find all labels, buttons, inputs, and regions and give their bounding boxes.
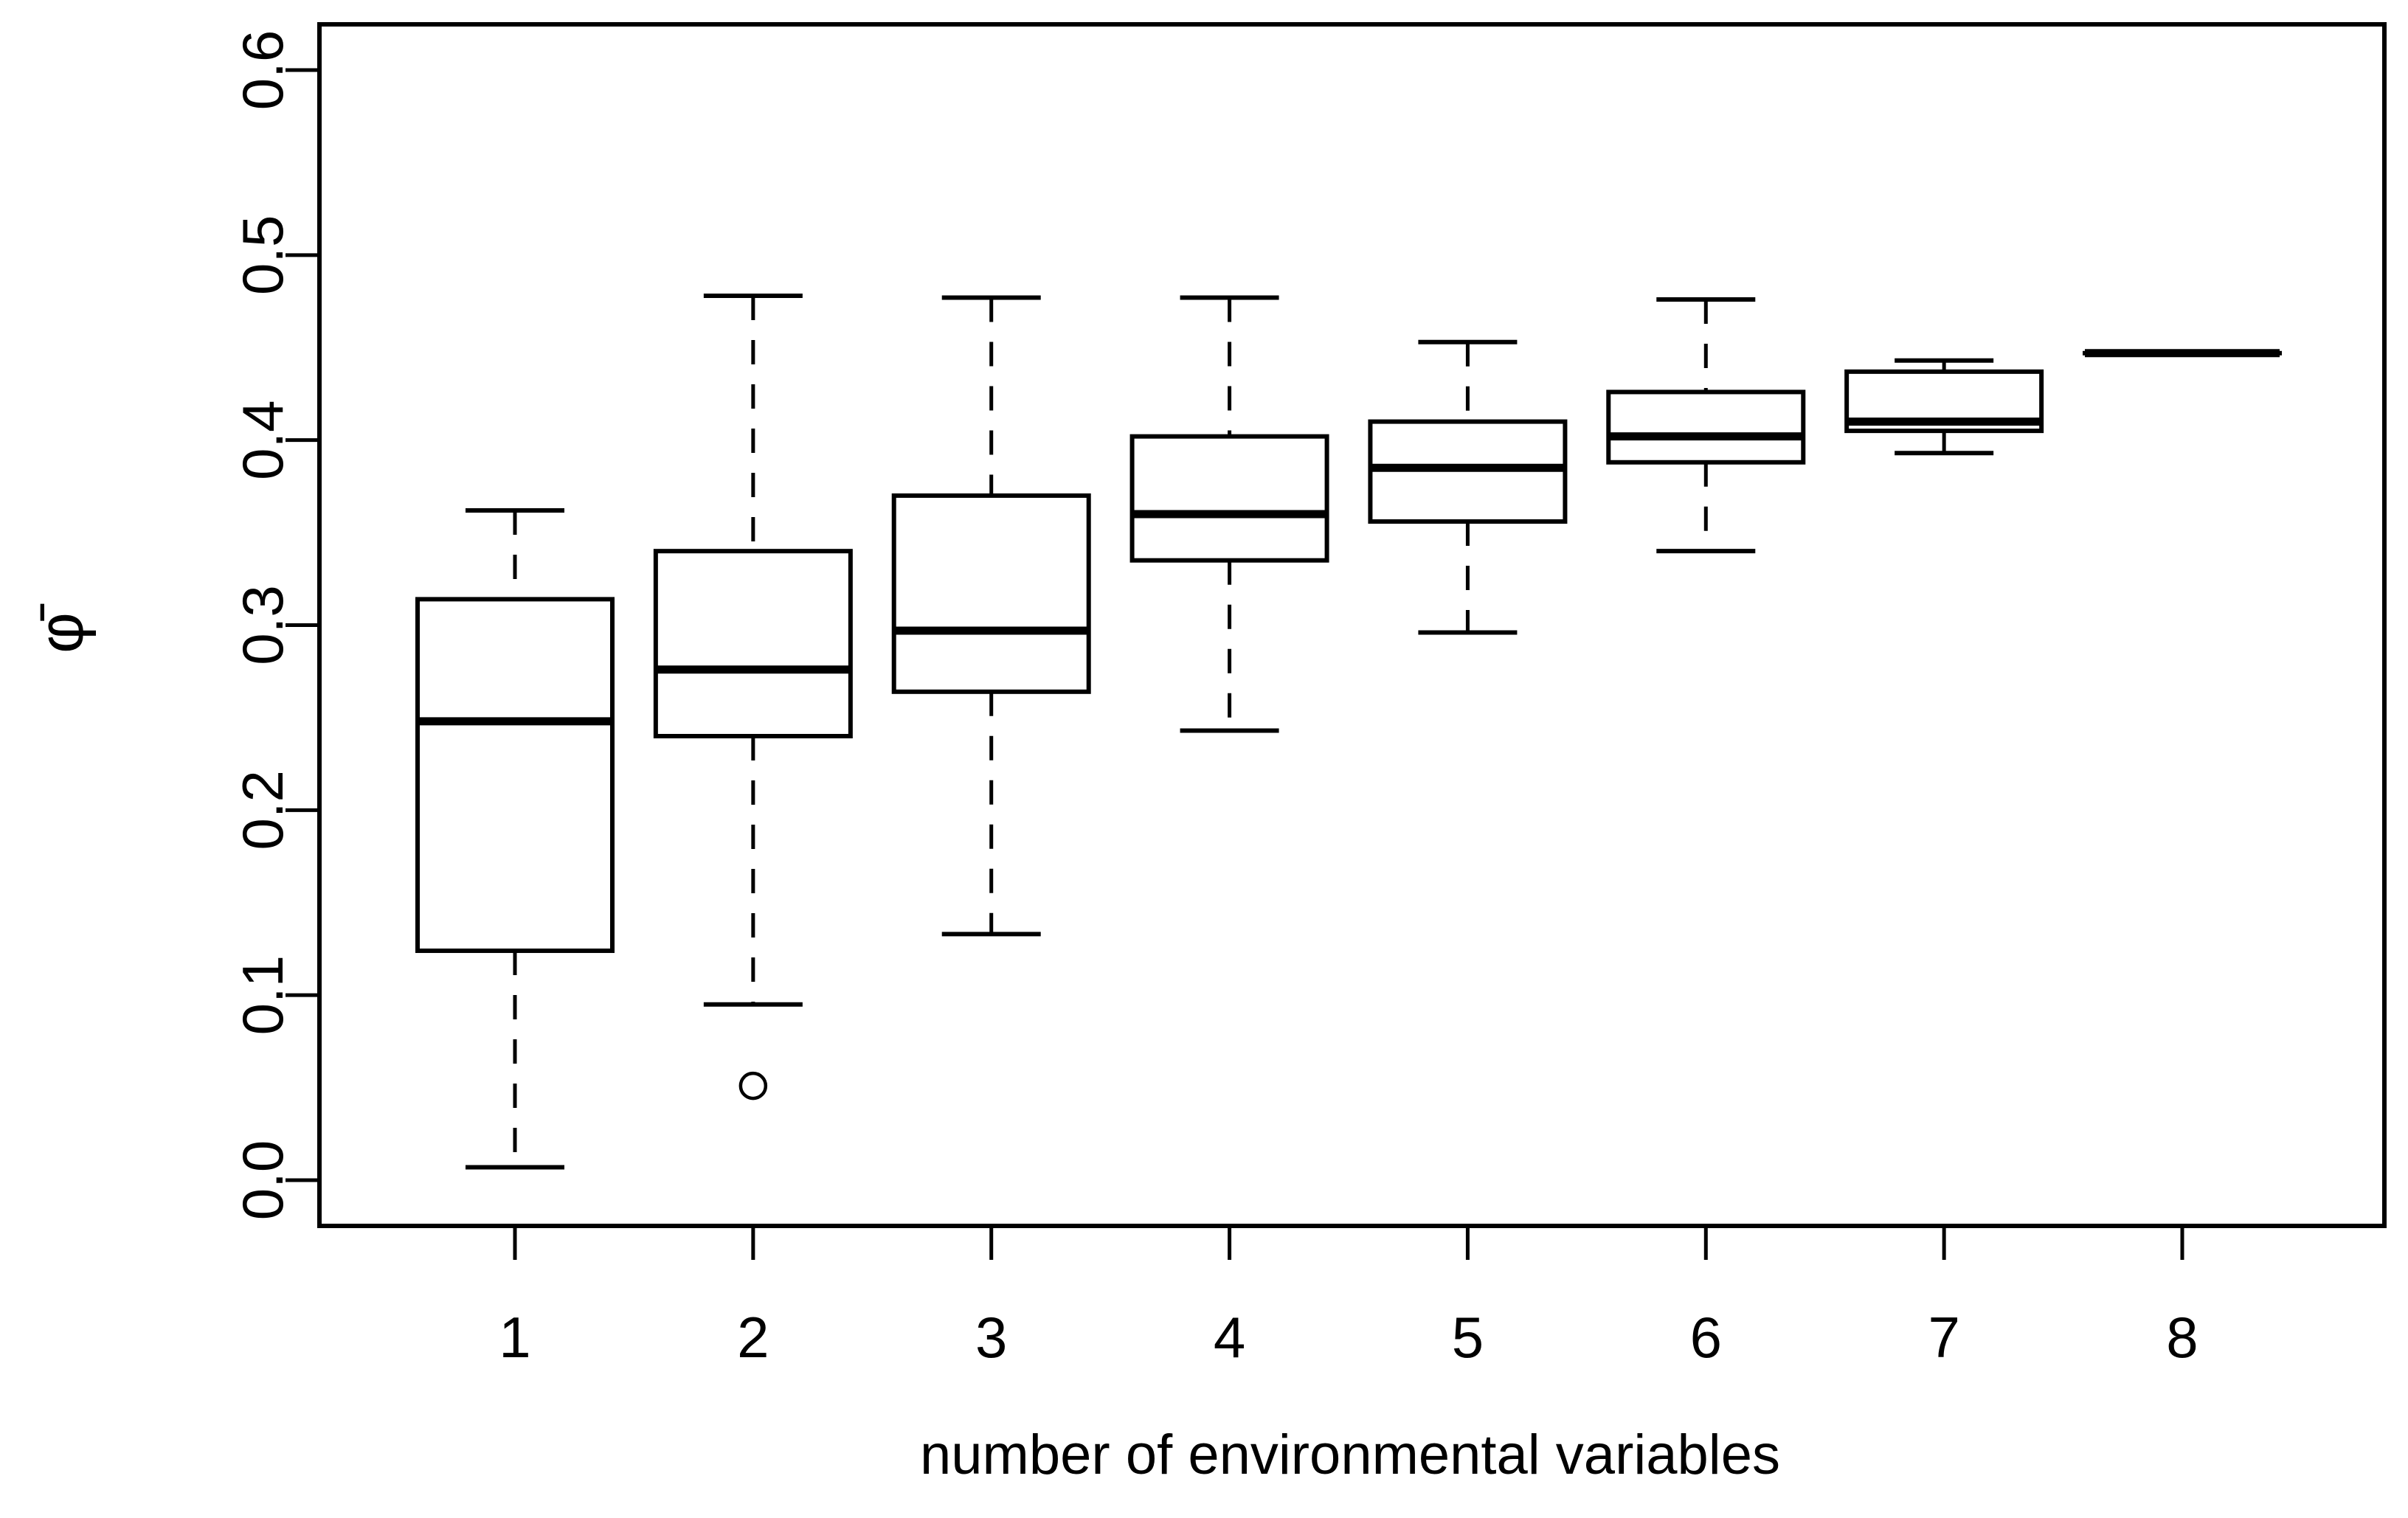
x-tick-label: 7 [1928,1305,1959,1370]
plot-area: 0.0 0.1 0.2 0.3 0.4 0.5 0.6 1 2 3 4 5 6 7 8 [230,22,2387,1370]
x-axis-title: number of environmental variables [920,1424,1780,1486]
x-tick-label: 4 [1214,1305,1245,1370]
x-tick-label: 8 [2166,1305,2198,1370]
outlier-point [738,1071,768,1101]
iqr-box [415,597,615,953]
iqr-box [653,549,853,739]
plot-border [317,22,2387,1228]
x-tick-label: 1 [499,1305,530,1370]
y-tick-label: 0.2 [230,770,295,850]
y-tick-label: 0.0 [230,1140,295,1220]
y-tick-label: 0.6 [230,30,295,110]
y-tick-label: 0.1 [230,955,295,1035]
x-tick-label: 6 [1690,1305,1722,1370]
y-tick-label: 0.3 [230,585,295,665]
iqr-box [1129,434,1329,563]
iqr-box [1606,389,1806,465]
y-tick-label: 0.4 [230,400,295,479]
y-tick-label: 0.5 [230,215,295,295]
iqr-box [891,493,1091,694]
x-tick-label: 5 [1452,1305,1484,1370]
x-tick-label: 2 [737,1305,769,1370]
x-tick-label: 3 [975,1305,1007,1370]
y-axis-title: φ̄ [26,603,97,654]
